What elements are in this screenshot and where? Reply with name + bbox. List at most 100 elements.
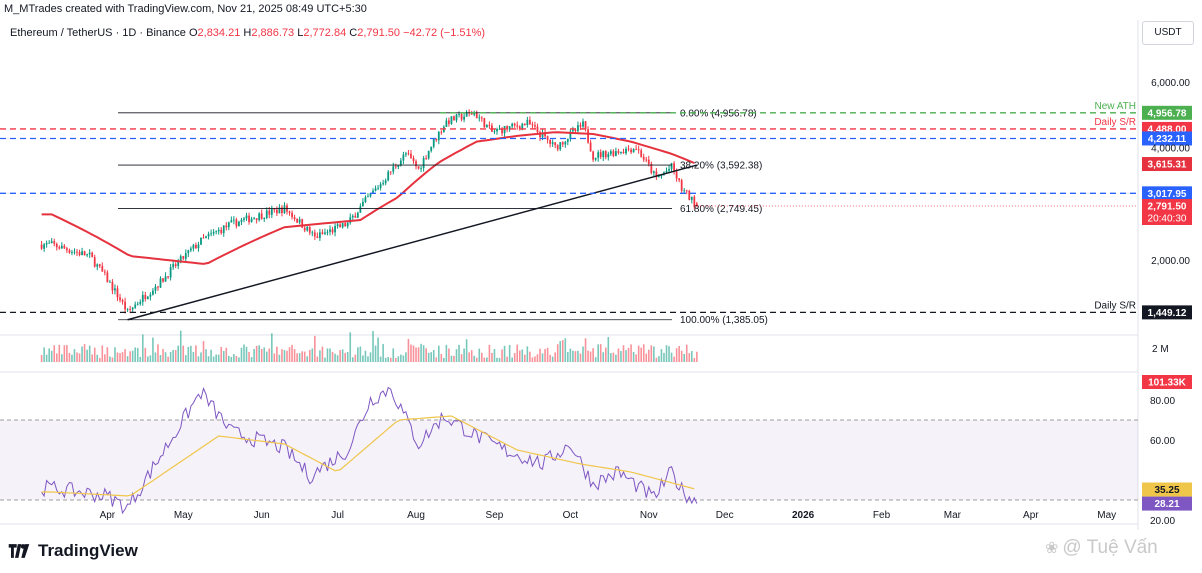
volume-bar — [233, 354, 235, 362]
candle-body — [430, 146, 433, 151]
volume-bar — [265, 351, 268, 362]
level-price-tag-text: 4,232.11 — [1148, 134, 1187, 145]
volume-bar — [438, 345, 440, 362]
candle-body — [65, 248, 68, 251]
volume-bar — [207, 356, 210, 362]
countdown-text: 20:40:30 — [1148, 213, 1187, 224]
candle-body — [584, 121, 587, 130]
candle-body — [432, 138, 435, 147]
volume-bar — [291, 344, 293, 362]
y-tick-label: 6,000.00 — [1151, 78, 1190, 89]
volume-bar — [164, 352, 167, 362]
level-price-tag-text: 1,449.12 — [1148, 308, 1187, 319]
candle-body — [551, 142, 554, 144]
candle-body — [526, 119, 529, 126]
candle-body — [189, 248, 192, 251]
volume-bar — [508, 345, 511, 362]
candle-body — [344, 223, 347, 227]
x-tick-label: Jun — [254, 510, 270, 521]
level-label: Daily S/R — [1094, 117, 1136, 128]
volume-bar — [567, 352, 569, 362]
candle-body — [197, 244, 200, 249]
candle-body — [541, 132, 544, 138]
volume-bar — [584, 338, 587, 362]
tradingview-logo[interactable]: TradingView — [6, 541, 138, 561]
candle-body — [693, 196, 696, 207]
author-watermark: ❀ @ Tuệ Vấn — [1045, 537, 1158, 559]
volume-bar — [458, 344, 460, 362]
volume-bar — [405, 352, 407, 362]
volume-bar — [513, 353, 516, 362]
volume-bar — [564, 338, 567, 362]
candle-body — [622, 151, 625, 154]
candle-body — [98, 264, 101, 267]
candle-body — [523, 123, 526, 126]
volume-bar — [491, 352, 493, 362]
candle-body — [425, 158, 428, 159]
candle-body — [372, 190, 374, 194]
candle-body — [40, 244, 43, 249]
tradingview-logo-text: TradingView — [38, 541, 138, 560]
volume-bar — [556, 344, 559, 362]
volume-bar — [197, 356, 200, 362]
level-price-tag — [1142, 131, 1192, 146]
candle-body — [210, 233, 212, 235]
grid-layer — [0, 20, 1139, 530]
volume-bar — [620, 351, 622, 362]
candle-body — [134, 304, 137, 308]
volume-layer — [40, 330, 698, 362]
candle-body — [205, 236, 207, 238]
rsi-band — [0, 420, 1138, 500]
candle-body — [250, 218, 253, 223]
candle-body — [341, 223, 344, 228]
volume-bar — [149, 355, 152, 362]
trendline[interactable] — [127, 164, 698, 321]
volume-bar — [319, 350, 321, 362]
volume-bar — [420, 343, 422, 362]
volume-bar — [493, 349, 496, 362]
volume-bar — [394, 357, 397, 362]
candle-body — [582, 121, 584, 127]
candle-body — [480, 117, 483, 119]
low-label: L — [297, 27, 304, 39]
currency-button[interactable]: USDT — [1142, 21, 1194, 45]
volume-bar — [185, 355, 187, 362]
candle-body — [420, 168, 422, 169]
candle-body — [101, 266, 104, 272]
symbol-title[interactable]: Ethereum / TetherUS · 1D · Binance — [10, 27, 186, 39]
volume-bar — [622, 345, 625, 362]
volume-bar — [483, 357, 486, 362]
candle-body — [53, 241, 56, 244]
volume-bar — [389, 357, 392, 362]
candle-body — [670, 163, 673, 169]
candle-body — [574, 129, 577, 132]
rsi-value-tag — [1142, 496, 1192, 511]
volume-bar — [88, 345, 91, 362]
volume-bar — [680, 350, 683, 362]
volume-bar — [245, 346, 248, 362]
volume-bar — [147, 356, 149, 362]
candle-body — [455, 114, 458, 121]
volume-bar — [668, 346, 670, 362]
candle-body — [260, 213, 263, 219]
volume-bar — [271, 333, 273, 362]
volume-bar — [98, 357, 101, 362]
candle-body — [632, 149, 635, 153]
volume-bar — [78, 353, 81, 362]
volume-bar — [475, 357, 478, 362]
candle-body — [146, 296, 149, 300]
volume-bar — [159, 355, 162, 362]
candle-body — [453, 116, 455, 121]
volume-bar — [521, 349, 524, 362]
volume-bar — [630, 344, 632, 362]
volume-bar — [76, 352, 78, 362]
candle-body — [149, 294, 152, 297]
candle-body — [215, 231, 218, 233]
candle-body — [111, 281, 114, 291]
volume-bar — [607, 337, 610, 362]
candle-body — [200, 237, 202, 245]
candle-body — [485, 124, 488, 128]
candle-body — [50, 241, 53, 243]
candle-body — [346, 222, 349, 227]
